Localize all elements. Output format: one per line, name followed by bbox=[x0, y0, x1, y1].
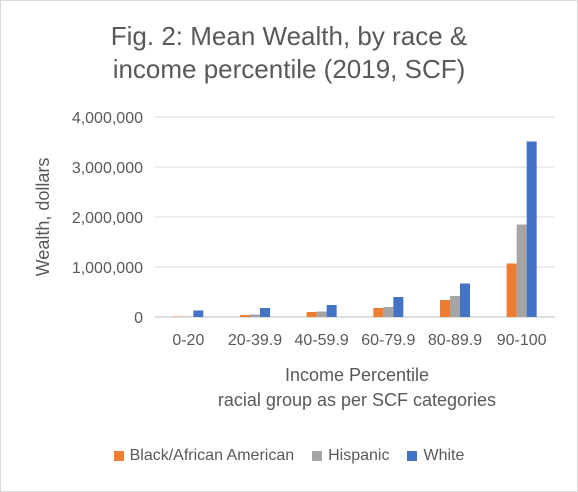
bar bbox=[326, 305, 337, 317]
x-tick-label: 40-59.9 bbox=[295, 332, 349, 349]
bar bbox=[460, 283, 470, 317]
bar bbox=[316, 311, 327, 317]
bar bbox=[173, 316, 184, 317]
bar bbox=[383, 307, 394, 317]
chart-title-line-2: income percentile (2019, SCF) bbox=[112, 54, 466, 84]
x-tick-label: 60-79.9 bbox=[361, 332, 415, 349]
x-tick-label: 80-89.9 bbox=[428, 332, 482, 349]
chart-title-line-1: Fig. 2: Mean Wealth, by race & bbox=[110, 21, 468, 51]
bar bbox=[193, 310, 204, 317]
bar bbox=[526, 141, 537, 317]
chart-legend: Black/African American Hispanic White bbox=[0, 447, 578, 465]
legend-swatch bbox=[312, 451, 323, 461]
bar bbox=[183, 316, 194, 317]
legend-item: Hispanic bbox=[312, 447, 389, 465]
y-axis-label: Wealth, dollars bbox=[33, 158, 53, 277]
bar bbox=[260, 308, 270, 317]
bar bbox=[506, 263, 517, 317]
legend-label: Hispanic bbox=[328, 447, 390, 464]
bar bbox=[250, 314, 260, 317]
y-tick-label: 3,000,000 bbox=[72, 160, 143, 177]
chart-title: Fig. 2: Mean Wealth, by race & income pe… bbox=[0, 20, 578, 86]
x-tick-label: 0-20 bbox=[172, 332, 204, 349]
legend-swatch bbox=[113, 451, 124, 461]
legend-swatch bbox=[407, 451, 418, 461]
y-tick-label: 0 bbox=[134, 310, 143, 327]
bar bbox=[240, 315, 250, 317]
bar bbox=[450, 296, 460, 317]
x-tick-label: 90-100 bbox=[497, 332, 547, 349]
legend-label: White bbox=[423, 447, 465, 464]
bar bbox=[393, 297, 404, 317]
y-tick-label: 2,000,000 bbox=[72, 210, 143, 227]
bar bbox=[440, 300, 450, 317]
x-tick-label: 20-39.9 bbox=[228, 332, 282, 349]
x-axis-sublabel: racial group as per SCF categories bbox=[218, 390, 496, 410]
bar bbox=[373, 308, 384, 317]
bar bbox=[306, 312, 317, 317]
bar bbox=[516, 224, 527, 317]
legend-item: White bbox=[407, 447, 464, 465]
legend-item: Black/African American bbox=[113, 447, 295, 465]
legend-label: Black/African American bbox=[129, 447, 295, 464]
x-axis-label: Income Percentile bbox=[285, 365, 429, 385]
y-tick-label: 4,000,000 bbox=[72, 110, 143, 127]
y-tick-label: 1,000,000 bbox=[72, 260, 143, 277]
